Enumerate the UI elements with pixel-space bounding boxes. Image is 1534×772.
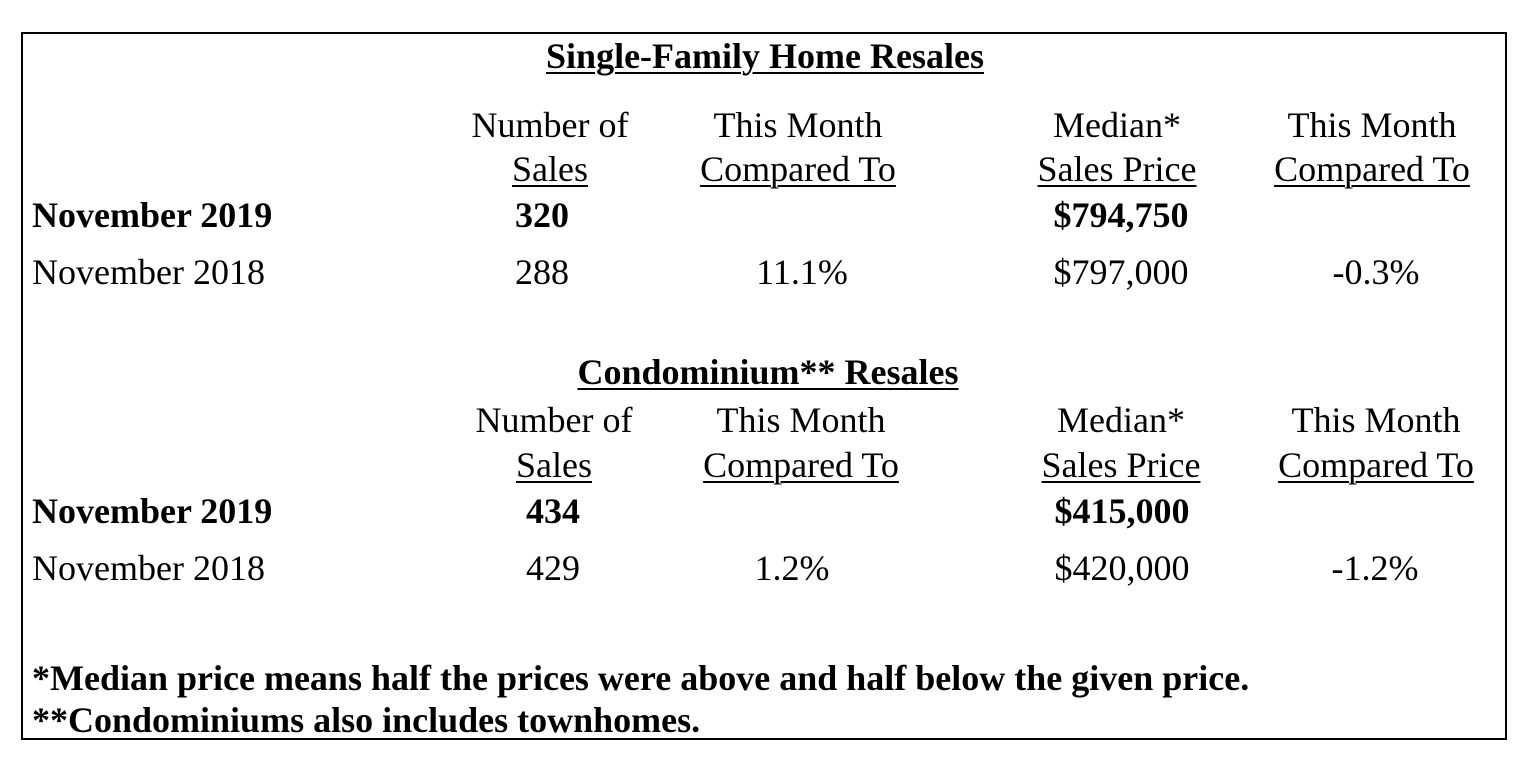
condo-row-2018-median-price: $420,000 [1055, 546, 1190, 590]
sf-row-2019-sales: 320 [515, 193, 569, 237]
condo-row-2019-median-price: $415,000 [1055, 489, 1190, 533]
single-family-title: Single-Family Home Resales [546, 34, 984, 78]
condo-header-median: Median* [1057, 398, 1185, 442]
sf-row-2018-median-price: $797,000 [1054, 250, 1189, 294]
sf-row-2018-period: November 2018 [32, 250, 265, 294]
condo-header-this-month-1: This Month [716, 398, 885, 442]
sf-header-compared-to-1: Compared To [700, 147, 896, 191]
sf-header-number-of: Number of [472, 103, 629, 147]
sf-header-this-month-1: This Month [713, 103, 882, 147]
sf-header-median: Median* [1053, 103, 1181, 147]
condo-header-compared-to-2: Compared To [1278, 443, 1474, 487]
sf-header-sales: Sales [512, 147, 588, 191]
sf-row-2019-period: November 2019 [32, 193, 272, 237]
condo-header-sales: Sales [516, 443, 592, 487]
sf-header-compared-to-2: Compared To [1274, 147, 1470, 191]
condo-header-number-of: Number of [476, 398, 633, 442]
condo-row-2018-sales: 429 [526, 546, 580, 590]
sf-row-2019-median-price: $794,750 [1054, 193, 1189, 237]
condo-row-2019-sales: 434 [526, 489, 580, 533]
footnote-median: *Median price means half the prices were… [32, 656, 1249, 700]
condo-row-2018-sales-change: 1.2% [755, 546, 830, 590]
condo-row-2018-price-change: -1.2% [1332, 546, 1419, 590]
condo-title: Condominium** Resales [577, 350, 958, 394]
sf-header-this-month-2: This Month [1287, 103, 1456, 147]
condo-row-2019-period: November 2019 [32, 489, 272, 533]
sf-row-2018-sales-change: 11.1% [756, 250, 848, 294]
condo-header-this-month-2: This Month [1291, 398, 1460, 442]
condo-header-sales-price: Sales Price [1042, 443, 1201, 487]
footnote-condominiums: **Condominiums also includes townhomes. [32, 698, 700, 742]
condo-row-2018-period: November 2018 [32, 546, 265, 590]
sf-row-2018-sales: 288 [515, 250, 569, 294]
sf-row-2018-price-change: -0.3% [1333, 250, 1420, 294]
condo-header-compared-to-1: Compared To [703, 443, 899, 487]
sf-header-sales-price: Sales Price [1038, 147, 1197, 191]
